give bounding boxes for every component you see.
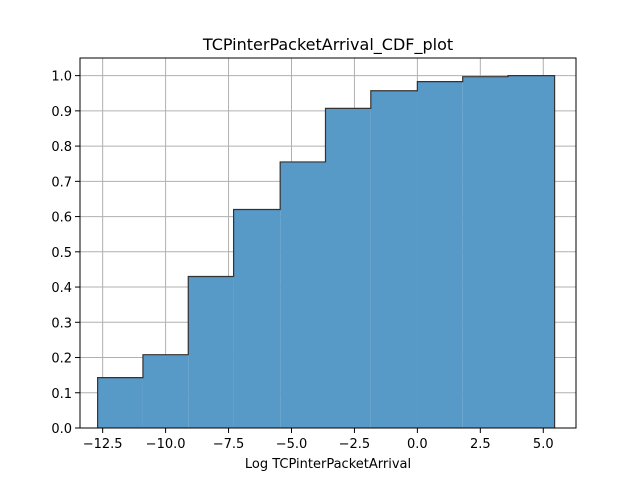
- cdf-bar: [188, 276, 234, 428]
- y-tick-label: 0.9: [51, 105, 72, 120]
- cdf-bar: [97, 377, 143, 428]
- y-tick-label: 0.1: [51, 387, 72, 402]
- cdf-bar: [370, 90, 418, 429]
- y-tick-label: 0.8: [51, 140, 72, 155]
- x-tick-label: 5.0: [533, 437, 554, 452]
- x-tick-label: −12.5: [83, 437, 123, 452]
- y-tick-label: 0.4: [51, 281, 72, 296]
- cdf-step-outline: [97, 75, 556, 428]
- x-tick-label: −7.5: [213, 437, 245, 452]
- cdf-bar: [325, 108, 371, 428]
- x-tick-label: −10.0: [146, 437, 186, 452]
- x-tick-label: 2.5: [470, 437, 491, 452]
- x-tick-label: −5.0: [276, 437, 308, 452]
- y-tick-label: 0.7: [51, 175, 72, 190]
- cdf-bar: [462, 76, 509, 428]
- y-tick-label: 0.0: [51, 422, 72, 437]
- chart-title: TCPinterPacketArrival_CDF_plot: [202, 35, 453, 55]
- y-tick-label: 1.0: [51, 70, 72, 85]
- cdf-bar: [508, 75, 555, 428]
- cdf-bar: [417, 81, 463, 428]
- x-axis-label: Log TCPinterPacketArrival: [245, 457, 411, 472]
- x-tick-label: 0.0: [407, 437, 428, 452]
- plot-frame: [79, 57, 577, 429]
- y-tick-label: 0.5: [51, 246, 72, 261]
- y-tick-label: 0.2: [51, 352, 72, 367]
- y-tick-label: 0.6: [51, 211, 72, 226]
- cdf-bar: [280, 161, 326, 428]
- x-tick-label: −2.5: [339, 437, 371, 452]
- y-tick-label: 0.3: [51, 316, 72, 331]
- histogram-bars: [97, 75, 556, 429]
- cdf-bar: [142, 354, 189, 428]
- ticks: −12.5 −10.0 −7.5 −5.0 −2.5 0.0 2.5 5.0 0.0 0.1 0.2…: [51, 70, 553, 452]
- axes: [79, 57, 577, 429]
- cdf-bar: [233, 209, 281, 428]
